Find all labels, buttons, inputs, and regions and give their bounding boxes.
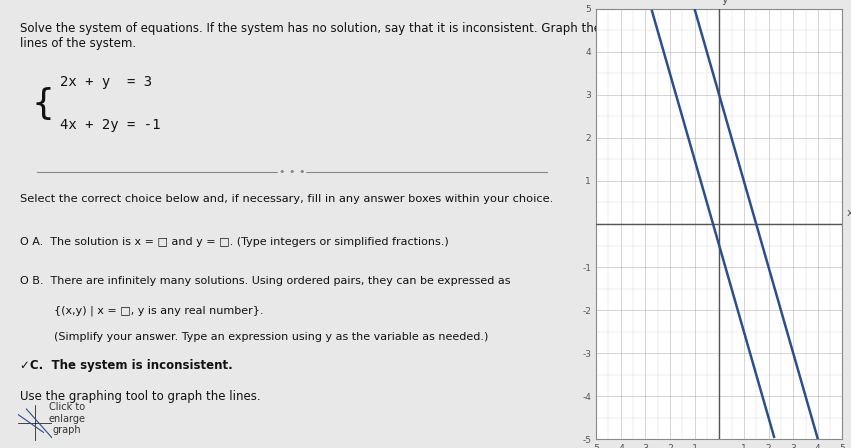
Text: Select the correct choice below and, if necessary, fill in any answer boxes with: Select the correct choice below and, if … <box>20 194 553 204</box>
Text: ✓C.  The system is inconsistent.: ✓C. The system is inconsistent. <box>20 359 232 372</box>
Text: {: { <box>31 86 54 121</box>
Text: 4x + 2y = -1: 4x + 2y = -1 <box>60 118 160 132</box>
Text: O B.  There are infinitely many solutions. Using ordered pairs, they can be expr: O B. There are infinitely many solutions… <box>20 276 511 286</box>
Text: • • •: • • • <box>279 168 306 177</box>
Text: x: x <box>846 207 851 218</box>
Text: Solve the system of equations. If the system has no solution, say that it is inc: Solve the system of equations. If the sy… <box>20 22 601 50</box>
Text: {(x,y) | x = □, y is any real number}.: {(x,y) | x = □, y is any real number}. <box>54 306 263 316</box>
Text: (Simplify your answer. Type an expression using y as the variable as needed.): (Simplify your answer. Type an expressio… <box>54 332 488 341</box>
Text: Click to
enlarge
graph: Click to enlarge graph <box>49 402 85 435</box>
Text: Use the graphing tool to graph the lines.: Use the graphing tool to graph the lines… <box>20 390 260 403</box>
Text: 2x + y  = 3: 2x + y = 3 <box>60 75 151 89</box>
Text: y: y <box>722 0 728 4</box>
Text: O A.  The solution is x = □ and y = □. (Type integers or simplified fractions.): O A. The solution is x = □ and y = □. (T… <box>20 237 448 247</box>
